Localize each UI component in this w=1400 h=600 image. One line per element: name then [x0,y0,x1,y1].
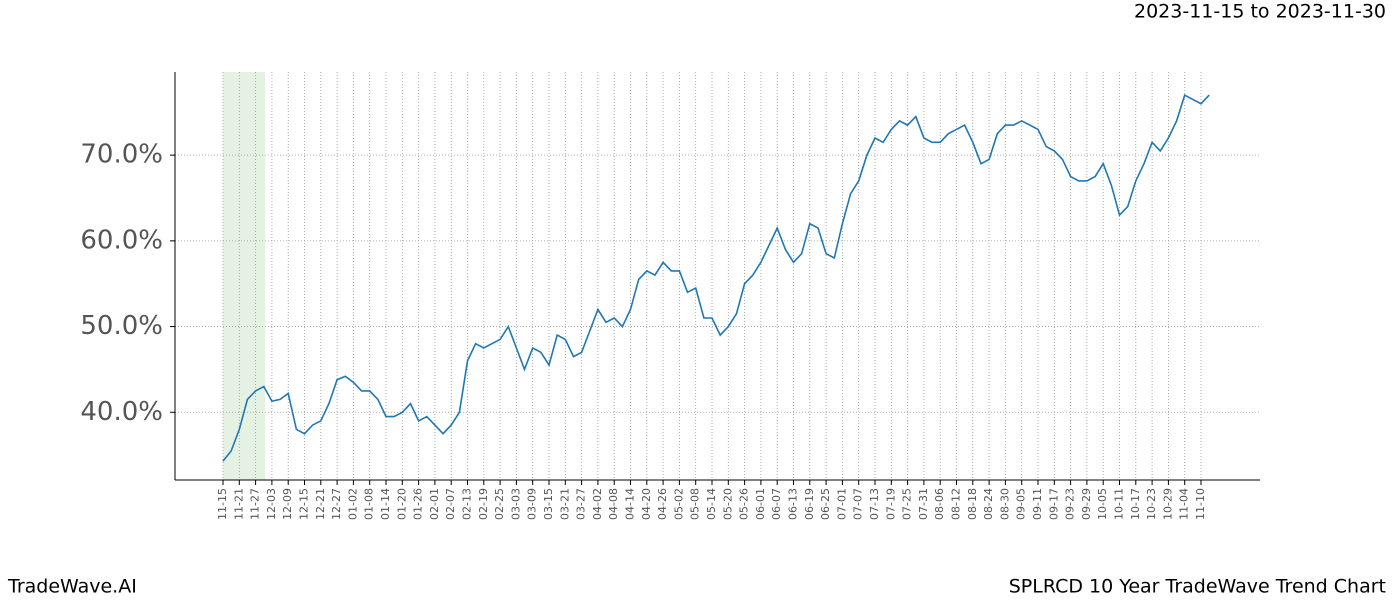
x-tick-label: 04-26 [656,488,669,520]
x-tick-label: 02-13 [461,488,474,520]
x-tick-label: 07-07 [852,488,865,520]
x-tick-label: 10-05 [1096,488,1109,520]
x-tick-label: 08-12 [950,488,963,520]
x-tick-label: 10-17 [1129,488,1142,520]
highlight-range [223,72,265,480]
x-tick-label: 08-06 [933,488,946,520]
x-tick-label: 03-21 [558,488,571,520]
x-tick-label: 01-14 [379,488,392,520]
x-tick-label: 03-27 [575,488,588,520]
x-tick-label: 05-08 [689,488,702,520]
x-tick-label: 01-26 [412,488,425,520]
x-tick-label: 07-01 [835,488,848,520]
chart-title: 2023-11-15 to 2023-11-30 [1134,1,1386,23]
x-tick-label: 09-23 [1064,488,1077,520]
x-tick-label: 02-19 [477,488,490,520]
x-tick-label: 03-15 [542,488,555,520]
x-tick-label: 08-18 [966,488,979,520]
x-tick-label: 08-24 [982,488,995,520]
y-tick-label: 70.0% [80,140,163,170]
data-line [222,93,1210,462]
x-tick-label: 06-07 [770,488,783,520]
x-tick-label: 10-11 [1113,488,1126,520]
x-tick-label: 09-11 [1031,488,1044,520]
x-tick-label: 12-03 [265,488,278,520]
x-tick-label: 09-29 [1080,488,1093,520]
x-tick-label: 06-19 [803,488,816,520]
y-tick-label: 50.0% [80,311,163,341]
x-tick-label: 11-04 [1178,488,1191,520]
x-tick-label: 07-25 [901,488,914,520]
x-tick-label: 05-26 [738,488,751,520]
grid [175,72,1260,480]
x-tick-label: 12-21 [314,488,327,520]
x-tick-label: 07-19 [884,488,897,520]
x-tick-label: 06-13 [787,488,800,520]
y-tick-label: 40.0% [80,397,163,427]
x-tick-label: 04-14 [624,488,637,520]
x-tick-label: 07-13 [868,488,881,520]
x-tick-label: 05-02 [672,488,685,520]
x-tick-label: 01-02 [346,488,359,520]
x-tick-label: 08-30 [998,488,1011,520]
chart-subtitle: SPLRCD 10 Year TradeWave Trend Chart [1009,576,1386,598]
x-tick-label: 09-05 [1015,488,1028,520]
x-tick-label: 11-10 [1194,488,1207,520]
x-tick-label: 05-20 [721,488,734,520]
y-tick-label: 60.0% [80,225,163,255]
x-tick-label: 04-08 [607,488,620,520]
x-tick-label: 09-17 [1047,488,1060,520]
x-tick-label: 10-29 [1161,488,1174,520]
x-tick-label: 01-08 [363,488,376,520]
plot [222,93,1210,462]
x-tick-label: 06-25 [819,488,832,520]
x-tick-label: 06-01 [754,488,767,520]
x-tick-label: 10-23 [1145,488,1158,520]
x-tick-label: 02-07 [444,488,457,520]
x-tick-label: 04-20 [640,488,653,520]
x-tick-label: 03-09 [526,488,539,520]
x-tick-label: 05-14 [705,488,718,520]
brand: TradeWave.AI [7,576,137,598]
x-tick-label: 12-09 [281,488,294,520]
x-tick-label: 03-03 [509,488,522,520]
x-tick-label: 11-15 [216,488,229,520]
x-tick-label: 04-02 [591,488,604,520]
x-tick-label: 02-25 [493,488,506,520]
x-tick-label: 11-27 [249,488,262,520]
x-tick-label: 01-20 [395,488,408,520]
x-tick-label: 12-15 [298,488,311,520]
x-tick-label: 12-27 [330,488,343,520]
x-tick-label: 02-01 [428,488,441,520]
x-tick-label: 07-31 [917,488,930,520]
x-tick-label: 11-21 [232,488,245,520]
